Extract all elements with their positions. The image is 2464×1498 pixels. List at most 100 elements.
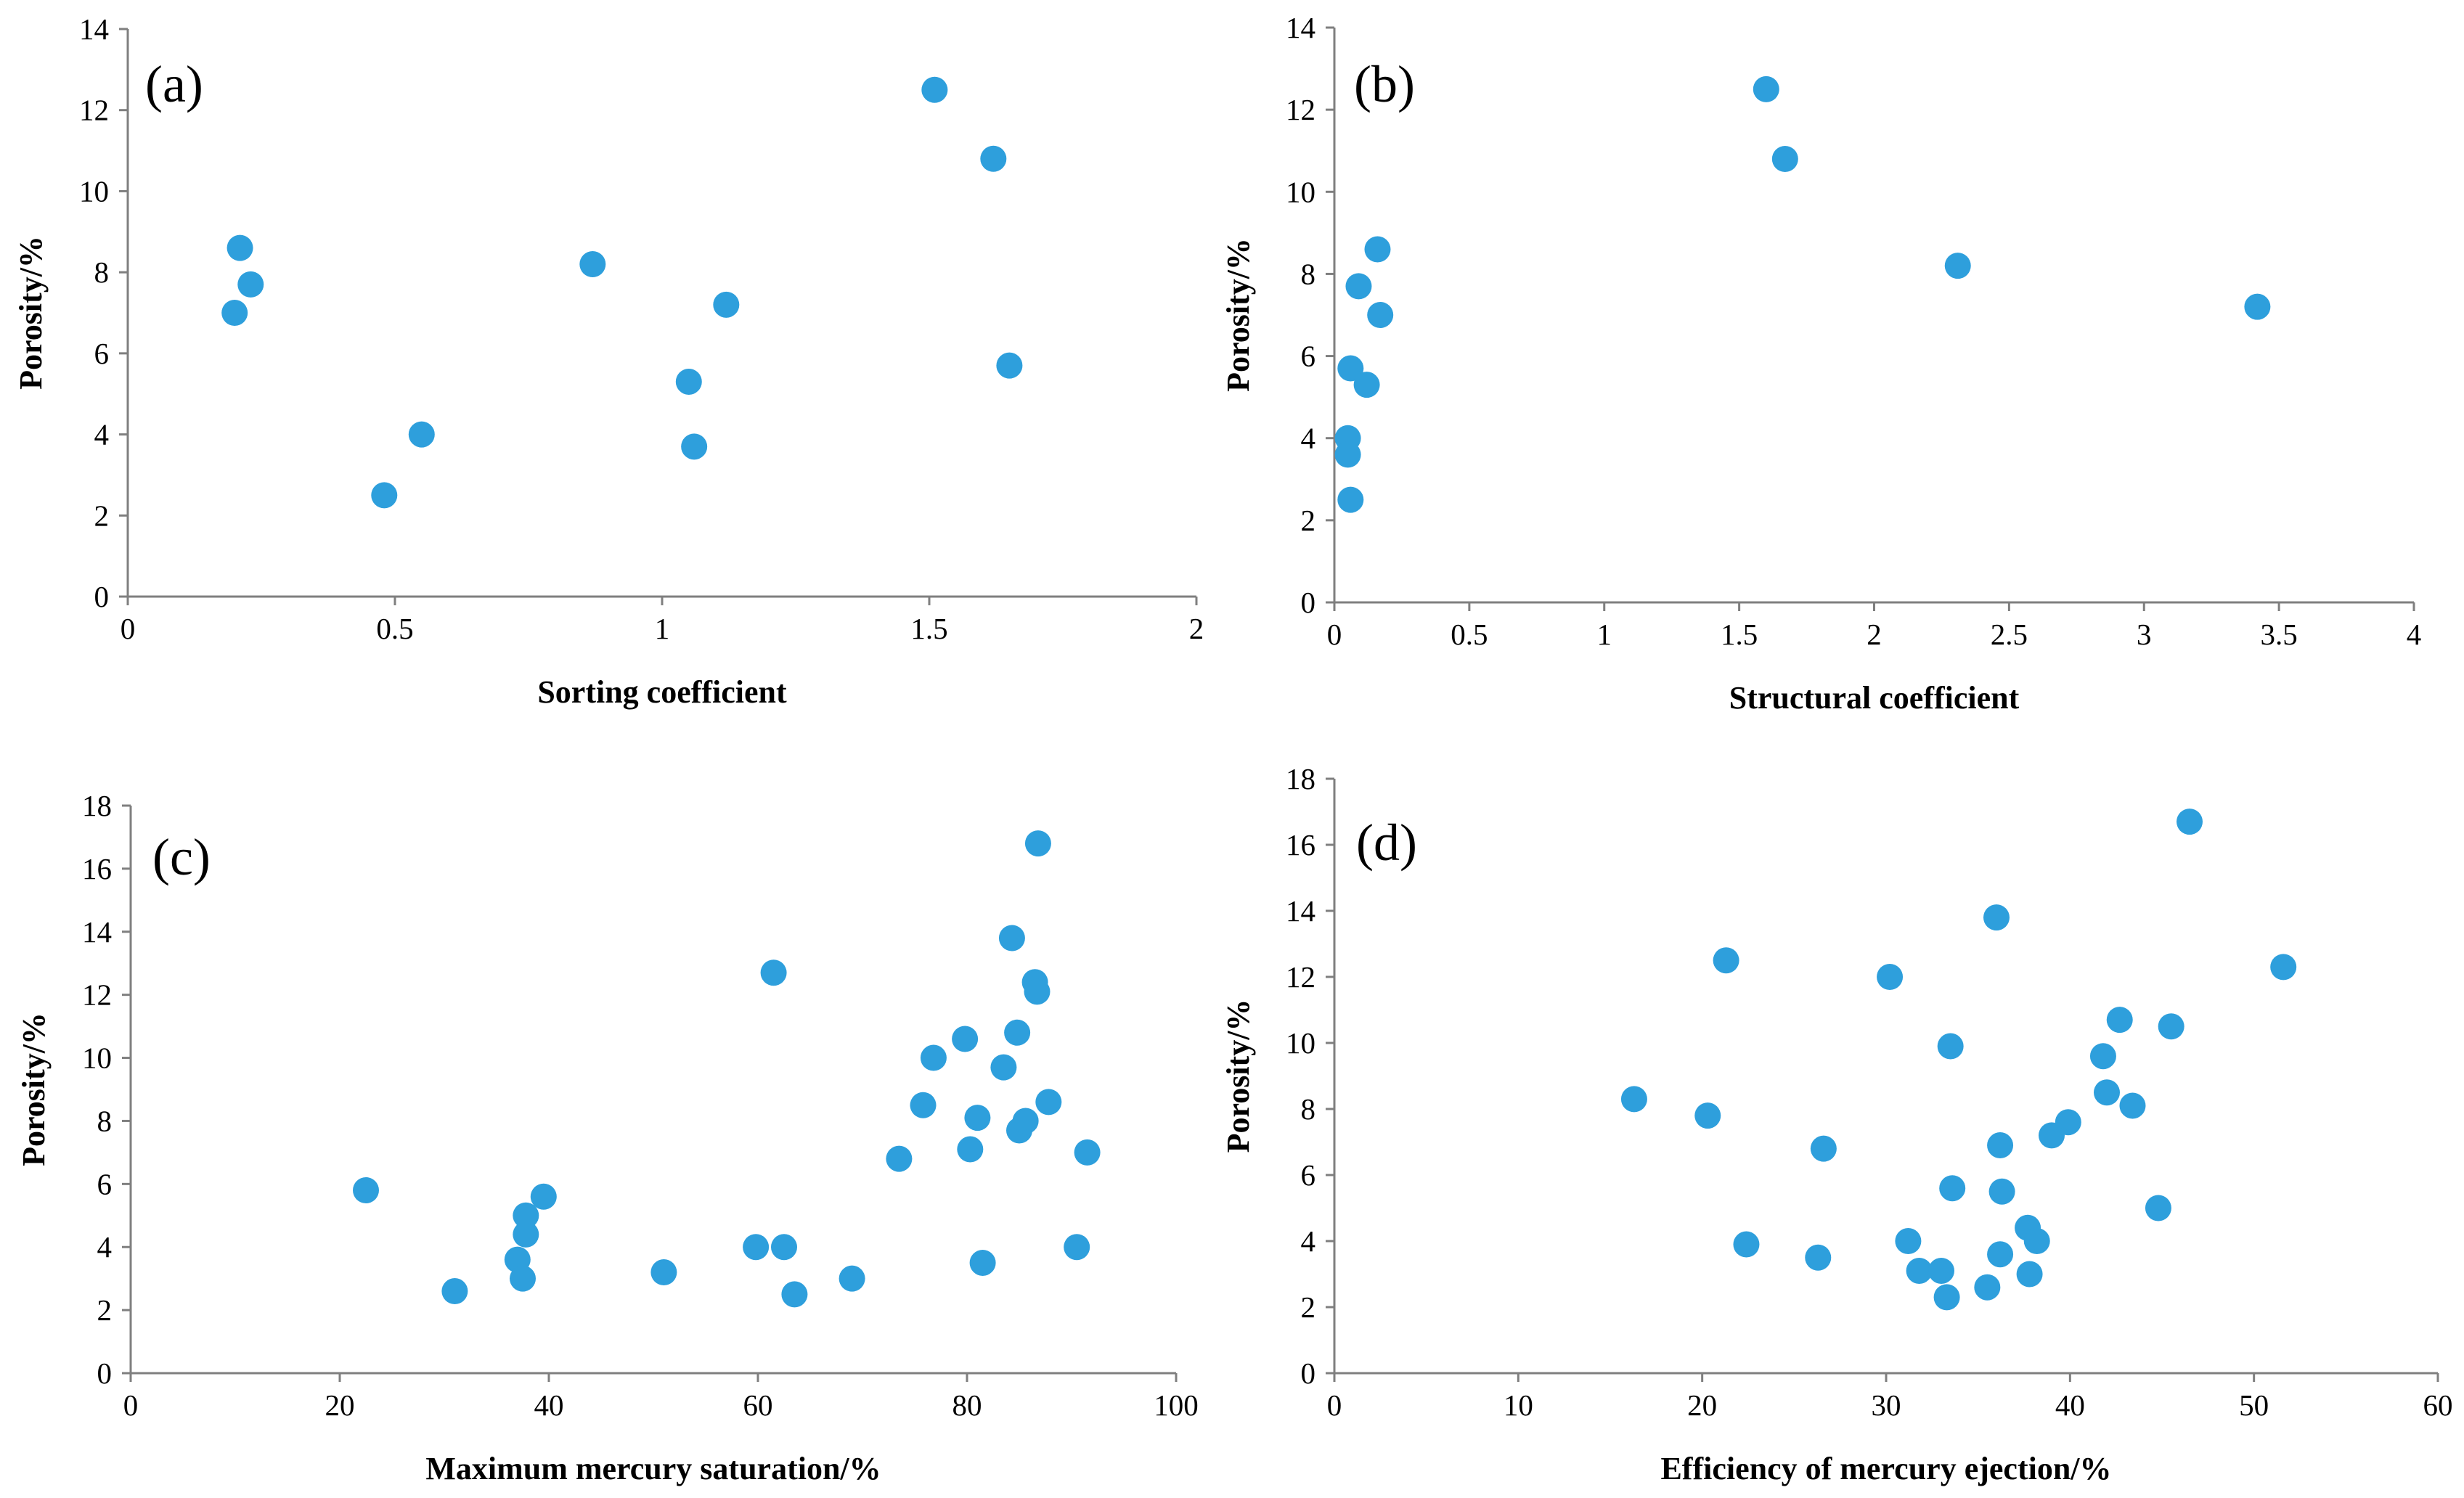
x-tick-label: 30	[1872, 1388, 1901, 1422]
data-point	[237, 271, 264, 298]
x-tick-label: 60	[2423, 1388, 2453, 1422]
data-point	[1620, 1086, 1647, 1113]
data-point	[2270, 954, 2297, 981]
data-point	[675, 368, 702, 395]
y-tick-label: 14	[82, 915, 112, 949]
data-point	[1074, 1139, 1101, 1166]
data-point	[1337, 355, 1364, 382]
data-point	[579, 250, 606, 277]
data-point	[1987, 1132, 2014, 1159]
data-point	[1713, 947, 1739, 974]
y-tick-label: 4	[1301, 422, 1316, 455]
data-point	[2094, 1079, 2120, 1106]
data-point	[1024, 978, 1051, 1005]
y-tick-label: 6	[1301, 1158, 1316, 1192]
data-point	[513, 1202, 539, 1229]
y-tick-label: 8	[1301, 1092, 1316, 1126]
data-point	[743, 1234, 770, 1261]
y-axis-title: Porosity/%	[16, 1012, 52, 1166]
y-tick-label: 8	[97, 1104, 113, 1137]
data-point	[1353, 372, 1380, 398]
y-tick-label: 2	[94, 499, 110, 532]
y-tick-label: 8	[1301, 257, 1316, 290]
panel-label: (b)	[1354, 55, 1415, 113]
data-point	[1906, 1257, 1933, 1284]
data-point	[2244, 293, 2271, 320]
data-point	[1024, 830, 1051, 857]
y-tick-label: 2	[1301, 1290, 1316, 1324]
y-tick-label: 0	[97, 1356, 113, 1390]
data-point	[921, 76, 948, 103]
y-tick-label: 10	[82, 1041, 112, 1075]
y-tick-label: 16	[82, 852, 112, 885]
data-point	[1004, 1019, 1031, 1046]
data-point	[964, 1105, 991, 1131]
x-tick-label: 2.5	[1991, 618, 2028, 651]
x-axis-title: Maximum mercury saturation/%	[425, 1451, 881, 1486]
data-point	[713, 291, 740, 318]
panel-a: 0 2 4 6 8 10 12 14 0 0.5 1 1.5 2 Sorting coefficient P…	[13, 12, 1204, 710]
x-tick-label: 3	[2137, 618, 2152, 651]
data-point	[1805, 1244, 1832, 1271]
data-point	[1337, 486, 1364, 513]
data-point	[1364, 236, 1391, 263]
x-axis-title: Sorting coefficient	[537, 674, 787, 710]
y-tick-label: 6	[94, 337, 110, 370]
x-axis-title: Structural coefficient	[1729, 680, 2020, 716]
x-tick-label: 1	[655, 612, 670, 645]
x-tick-label: 100	[1154, 1388, 1199, 1422]
data-point	[1035, 1089, 1062, 1116]
panel-d: 0 2 4 6 8 10 12 14 16 18 0 10 20 30 40 50 60 Efficiency o…	[1220, 762, 2453, 1486]
data-point	[2158, 1013, 2184, 1040]
x-tick-label: 4	[2407, 618, 2422, 651]
data-point	[969, 1249, 996, 1276]
data-point	[910, 1092, 937, 1118]
data-point	[1928, 1257, 1954, 1284]
data-point	[2145, 1195, 2171, 1221]
y-tick-label: 12	[79, 94, 109, 127]
data-point	[2106, 1007, 2133, 1034]
data-point	[1064, 1234, 1090, 1261]
data-point	[998, 925, 1025, 951]
x-axis-title: Efficiency of mercury ejection/%	[1660, 1451, 2111, 1486]
y-tick-label: 14	[79, 12, 109, 46]
y-tick-label: 2	[97, 1293, 113, 1327]
data-point	[2119, 1092, 2146, 1119]
y-tick-label: 12	[82, 978, 112, 1012]
data-point	[1334, 441, 1361, 468]
data-point	[1895, 1228, 1922, 1254]
x-tick-label: 0.5	[376, 612, 413, 645]
y-tick-label: 8	[94, 255, 110, 289]
x-tick-label: 10	[1504, 1388, 1533, 1422]
data-point	[1988, 1178, 2015, 1205]
data-point	[513, 1221, 539, 1248]
y-tick-label: 16	[1286, 828, 1315, 861]
data-point	[221, 300, 248, 326]
data-point	[957, 1136, 984, 1163]
x-tick-label: 0	[1327, 618, 1342, 651]
data-point	[441, 1278, 468, 1305]
x-tick-label: 1.5	[1721, 618, 1758, 651]
data-point	[1937, 1033, 1964, 1060]
x-tick-label: 20	[325, 1388, 355, 1422]
data-point	[781, 1281, 808, 1308]
y-tick-label: 4	[94, 418, 110, 451]
data-point	[886, 1145, 913, 1172]
x-tick-label: 2	[1189, 612, 1204, 645]
y-tick-label: 12	[1286, 960, 1315, 994]
data-point	[1983, 904, 2010, 931]
panel-c: 0 2 4 6 8 10 12 14 16 18 0 20 40 60 80 100 Maximum mercu…	[16, 789, 1199, 1486]
data-point	[371, 482, 398, 509]
data-point	[1367, 302, 1394, 328]
data-point	[1345, 273, 1372, 300]
data-point	[2089, 1043, 2116, 1070]
panel-b: 0 2 4 6 8 10 12 14 0 0.5 1 1.5 2 2.5 3 3.5 4 Structural c…	[1220, 11, 2421, 716]
data-point	[510, 1265, 536, 1292]
y-tick-label: 4	[1301, 1224, 1316, 1258]
data-point	[760, 959, 787, 986]
x-tick-label: 1	[1597, 618, 1612, 651]
x-tick-label: 80	[952, 1388, 982, 1422]
y-tick-label: 0	[1301, 586, 1316, 619]
data-point	[1012, 1108, 1039, 1134]
